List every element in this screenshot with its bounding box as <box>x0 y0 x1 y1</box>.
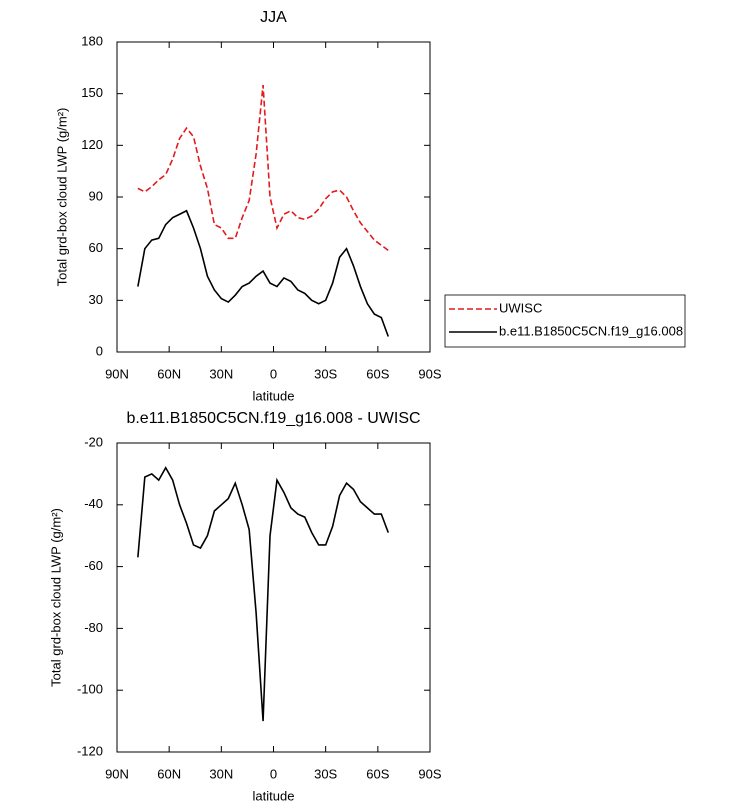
x-axis-label: latitude <box>253 388 295 403</box>
y-tick-label: 60 <box>89 240 103 255</box>
x-tick-label: 30N <box>209 766 233 781</box>
legend-box <box>444 294 686 348</box>
x-tick-label: 90S <box>418 366 441 381</box>
x-tick-label: 90N <box>105 366 129 381</box>
x-tick-label: 60N <box>157 366 181 381</box>
x-tick-label: 60S <box>366 766 389 781</box>
y-tick-label: 180 <box>81 33 103 48</box>
legend-label: b.e11.B1850C5CN.f19_g16.008 <box>499 323 683 338</box>
chart-title: b.e11.B1850C5CN.f19_g16.008 - UWISC <box>126 410 420 427</box>
data-line <box>137 84 389 252</box>
y-tick-label: 120 <box>81 137 103 152</box>
x-tick-label: 30S <box>314 766 337 781</box>
x-axis-label: latitude <box>253 788 295 803</box>
y-tick-label: -60 <box>84 558 103 573</box>
x-tick-label: 0 <box>270 766 277 781</box>
data-line <box>137 209 390 337</box>
y-tick-label: -100 <box>77 682 103 697</box>
y-tick-label: -80 <box>84 620 103 635</box>
x-tick-label: 0 <box>270 366 277 381</box>
y-tick-label: 0 <box>96 343 103 358</box>
x-tick-label: 90N <box>105 766 129 781</box>
x-tick-label: 30S <box>314 366 337 381</box>
y-tick-label: -120 <box>77 743 103 758</box>
y-axis-label: Total grd-box cloud LWP (g/m²) <box>54 108 69 287</box>
y-tick-label: 150 <box>81 85 103 100</box>
y-tick-label: -20 <box>84 434 103 449</box>
y-tick-label: 30 <box>89 292 103 307</box>
plot-frame <box>116 442 431 753</box>
data-line <box>137 466 390 722</box>
y-tick-label: -40 <box>84 496 103 511</box>
y-tick-label: 90 <box>89 188 103 203</box>
x-tick-label: 90S <box>418 766 441 781</box>
x-tick-label: 60N <box>157 766 181 781</box>
y-axis-label: Total grd-box cloud LWP (g/m²) <box>48 508 63 687</box>
x-tick-label: 60S <box>366 366 389 381</box>
chart-title: JJA <box>260 9 287 26</box>
x-tick-label: 30N <box>209 366 233 381</box>
legend-label: UWISC <box>499 300 542 315</box>
plot-frame <box>116 41 431 353</box>
